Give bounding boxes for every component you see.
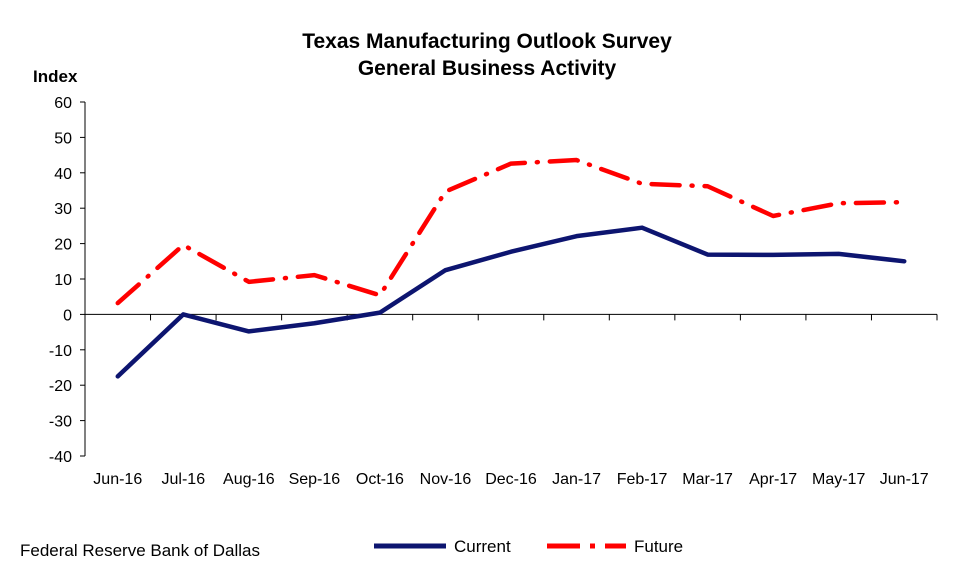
x-tick-label: Mar-17 [682, 471, 733, 488]
x-tick-label: Feb-17 [617, 471, 668, 488]
y-axis-label: Index [33, 67, 78, 86]
plot-area [115, 157, 907, 379]
series-line-current [115, 225, 907, 379]
chart-subtitle: General Business Activity [358, 57, 617, 80]
y-tick-label: -20 [49, 378, 72, 395]
x-tick-label: Jul-16 [162, 471, 206, 488]
x-tick-label: Oct-16 [356, 471, 404, 488]
y-tick-label: -30 [49, 414, 72, 431]
y-tick-label: -10 [49, 343, 72, 360]
y-tick-label: 60 [54, 95, 72, 112]
y-tick-label: 10 [54, 272, 72, 289]
legend-label-future: Future [634, 537, 683, 556]
x-tick-label: May-17 [812, 471, 865, 488]
x-tick-label: Nov-16 [420, 471, 472, 488]
chart-title: Texas Manufacturing Outlook Survey [302, 30, 672, 53]
x-tick-label: Jun-16 [93, 471, 142, 488]
series-line-future [115, 157, 907, 306]
x-tick-label: Aug-16 [223, 471, 275, 488]
y-tick-label: 20 [54, 237, 72, 254]
x-tick-label: Sep-16 [289, 471, 341, 488]
y-tick-label: 50 [54, 130, 72, 147]
legend-label-current: Current [454, 537, 511, 556]
x-tick-label: Jun-17 [880, 471, 929, 488]
x-tick-label: Jan-17 [552, 471, 601, 488]
x-tick-label: Apr-17 [749, 471, 797, 488]
y-tick-label: 0 [63, 307, 72, 324]
y-tick-label: -40 [49, 449, 72, 466]
y-tick-label: 40 [54, 166, 72, 183]
x-tick-label: Dec-16 [485, 471, 537, 488]
y-tick-label: 30 [54, 201, 72, 218]
legend: Current Future [374, 537, 683, 556]
y-axis: 60 50 40 30 20 10 0 -10 -20 -30 -40 [49, 95, 86, 466]
source-note: Federal Reserve Bank of Dallas [20, 541, 261, 560]
x-axis: Jun-16 Jul-16 Aug-16 Sep-16 Oct-16 Nov-16 Dec-… [84, 313, 938, 488]
